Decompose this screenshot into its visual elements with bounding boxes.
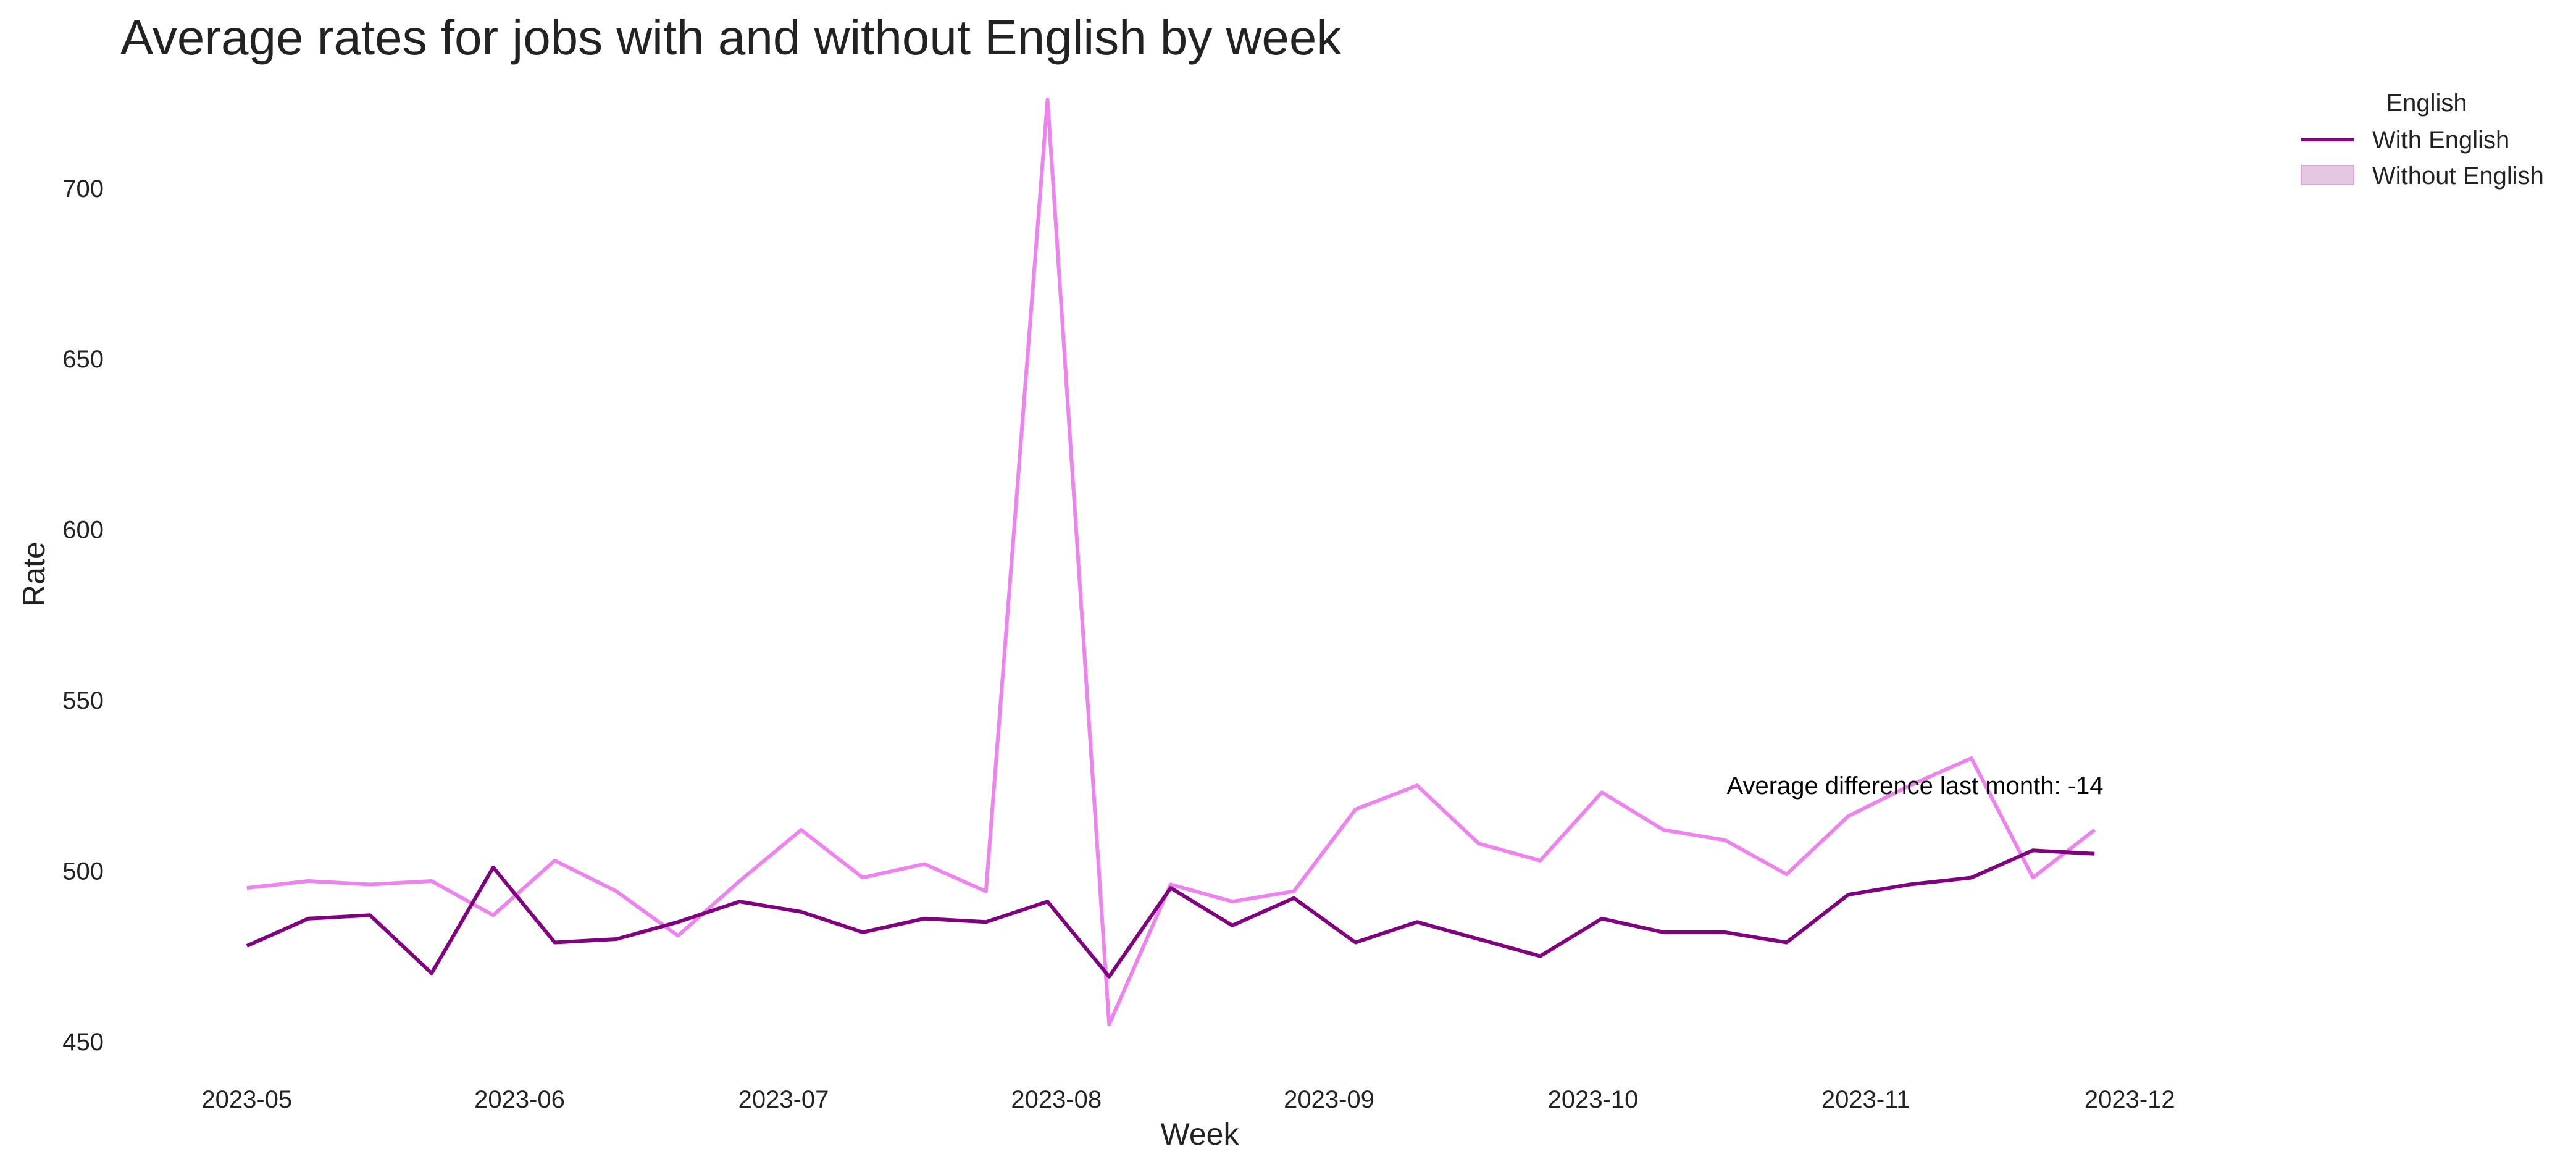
x-tick-label: 2023-05 — [201, 1086, 292, 1113]
y-tick-label: 700 — [62, 175, 104, 203]
annotation-label: Average difference last month: -14 — [1727, 772, 2104, 800]
legend-label-with-english: With English — [2372, 127, 2509, 154]
series-line-with-english — [246, 848, 2095, 979]
x-tick-label: 2023-09 — [1284, 1086, 1374, 1113]
x-tick-label: 2023-08 — [1011, 1086, 1102, 1113]
x-tick-label: 2023-12 — [2085, 1086, 2175, 1113]
x-tick-label: 2023-06 — [474, 1086, 565, 1113]
legend-label-without-english: Without English — [2372, 162, 2544, 190]
y-tick-label: 450 — [62, 1029, 104, 1056]
legend: English With English Without English — [2301, 90, 2544, 190]
y-axis-ticks: 450 500 550 600 650 700 — [62, 175, 104, 1056]
x-axis-ticks: 2023-05 2023-06 2023-07 2023-08 2023-09 2023-… — [201, 1086, 2175, 1113]
series-line-without-english — [246, 98, 2096, 1027]
x-tick-label: 2023-10 — [1548, 1086, 1639, 1113]
y-tick-label: 600 — [62, 517, 104, 544]
chart-title: Average rates for jobs with and without … — [120, 10, 1342, 65]
x-tick-label: 2023-11 — [1821, 1086, 1910, 1113]
y-tick-label: 650 — [62, 346, 104, 373]
y-axis-label: Rate — [17, 541, 51, 607]
series-layer — [246, 98, 2096, 1027]
x-axis-label: Week — [1161, 1117, 1240, 1151]
y-tick-label: 550 — [62, 687, 104, 714]
legend-title: English — [2386, 90, 2467, 117]
x-tick-label: 2023-07 — [738, 1086, 829, 1113]
legend-swatch-without-english — [2301, 165, 2354, 185]
y-tick-label: 500 — [62, 858, 104, 885]
